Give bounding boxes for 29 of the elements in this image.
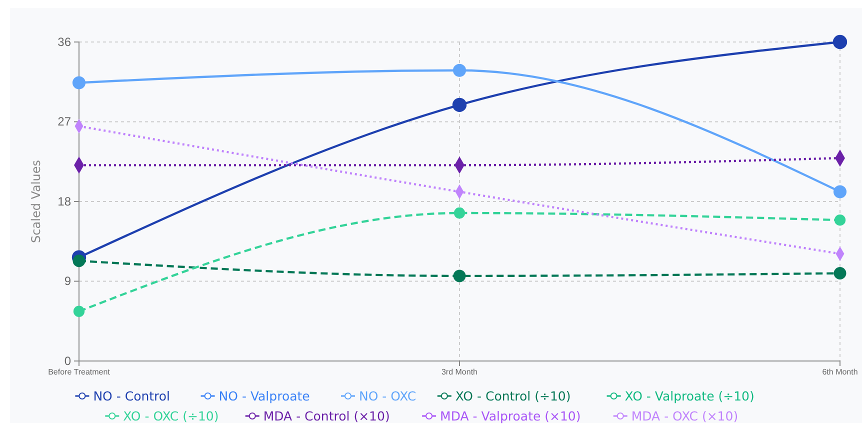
legend-label: XO - Valproate (÷10) [624, 388, 754, 404]
x-tick-label: Before Treatment [48, 368, 111, 377]
y-tick-label: 27 [58, 114, 72, 129]
legend-label: NO - Control [93, 388, 170, 404]
legend-label: NO - Valproate [218, 388, 310, 404]
y-tick-label: 36 [58, 34, 72, 49]
legend-label: XO - OXC (÷10) [123, 408, 219, 424]
point [452, 64, 466, 77]
y-tick-label: 18 [58, 194, 72, 208]
point [73, 306, 85, 317]
point [452, 98, 467, 112]
point [832, 34, 848, 50]
legend-label: XO - Control (÷10) [455, 388, 571, 404]
legend-label: MDA - Control (×10) [263, 408, 390, 424]
legend-label: MDA - OXC (×10) [631, 408, 738, 424]
x-tick-label: 6th Month [822, 368, 858, 377]
legend-label: NO - OXC [359, 388, 416, 404]
point [454, 207, 466, 219]
y-axis-title: Scaled Values [29, 160, 43, 243]
legend-label: MDA - Valproate (×10) [440, 408, 581, 424]
point [453, 270, 466, 282]
point [834, 214, 846, 226]
y-tick-label: 9 [64, 274, 72, 288]
point [834, 267, 846, 280]
point [72, 254, 86, 268]
y-tick-label: 0 [64, 354, 72, 368]
point [72, 76, 86, 90]
x-tick-label: 3rd Month [441, 368, 478, 377]
point [833, 185, 847, 198]
